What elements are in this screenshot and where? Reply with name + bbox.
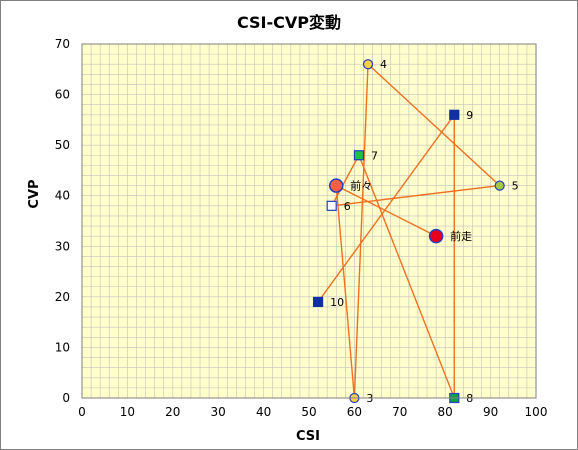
x-tick-label: 70 [392,405,407,419]
data-point-marker [428,228,444,244]
data-point-marker [328,178,344,193]
x-tick-label: 30 [211,405,226,419]
y-axis-title: CVP [27,179,42,208]
series-segment [367,63,501,187]
data-point-label: 6 [344,200,351,213]
x-tick-label: 0 [78,405,86,419]
series-segment [331,154,360,207]
y-tick-label: 20 [55,290,70,304]
tick-labels: 0 10 20 30 40 50 60 70 80 90 100 0 10 20 30 40 50 60 70 [55,37,548,419]
data-point-marker [449,109,460,120]
y-tick-label: 60 [55,88,70,102]
x-tick-label: 20 [165,405,180,419]
series-segment [331,184,500,207]
series-segment [335,184,437,237]
x-tick-label: 50 [301,405,316,419]
data-point-marker [353,150,365,161]
x-tick-label: 10 [120,405,135,419]
plot-border [81,43,537,399]
series-lines [317,63,501,399]
data-point-marker [362,59,374,70]
y-tick-label: 40 [55,189,70,203]
data-point-label: 7 [371,149,378,162]
chart-title: CSI-CVP変動 [237,13,341,32]
x-tick-label: 60 [347,405,362,419]
y-tick-label: 0 [62,391,70,405]
data-point-label: 前々 [350,179,372,193]
x-tick-label: 90 [483,405,498,419]
data-point-label: 9 [466,109,473,122]
y-tick-label: 30 [55,239,70,253]
y-tick-label: 10 [55,340,70,354]
x-axis-title: CSI [296,429,320,444]
y-tick-label: 50 [55,138,70,152]
data-point-label: 10 [330,296,344,309]
series-segment [353,64,369,399]
grid [81,43,537,399]
data-point-label: 4 [380,58,387,71]
data-point-label: 前走 [450,229,472,243]
series-segment [317,114,455,303]
data-point-marker [494,180,505,191]
x-tick-label: 80 [438,405,453,419]
data-point-label: 5 [512,180,519,193]
y-tick-label: 70 [55,37,70,51]
x-tick-label: 40 [256,405,271,419]
series-segment [358,155,455,399]
data-point-marker [312,296,324,308]
data-point-marker [326,200,337,211]
x-tick-label: 100 [525,405,548,419]
series-segment [335,185,356,399]
